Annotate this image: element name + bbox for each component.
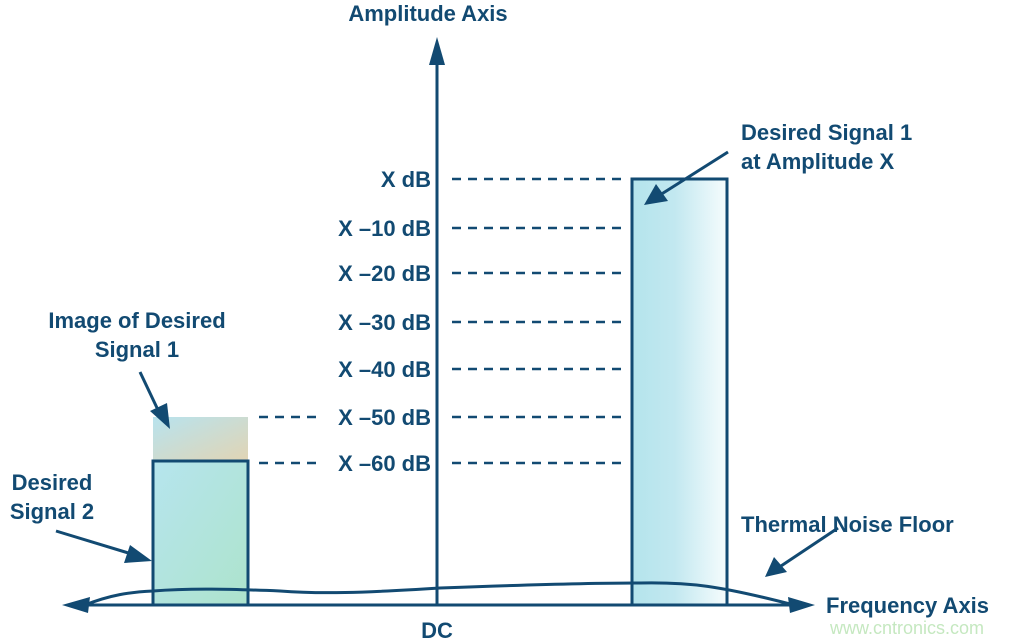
level-lines — [259, 177, 622, 465]
image-pointer-arrowhead-icon — [150, 403, 170, 429]
level-label: X –20 dB — [338, 261, 431, 286]
level-label: X –60 dB — [338, 451, 431, 476]
watermark: www.cntronics.com — [829, 618, 984, 638]
desired-signal-2-bar — [151, 459, 250, 607]
signal1-pointer-arrowhead-icon — [644, 184, 668, 205]
signal2-label-line1: Desired — [12, 470, 93, 495]
signal2-label-line2: Signal 2 — [10, 499, 94, 524]
signal1-pointer-arrow-icon — [659, 150, 729, 197]
level-label: X dB — [381, 167, 431, 192]
desired-signal-1-bar — [630, 177, 729, 607]
dc-label: DC — [421, 618, 453, 640]
signal2-pointer-arrowhead-icon — [124, 545, 152, 563]
signal2-pointer-arrow-icon — [55, 529, 136, 557]
level-label: X –40 dB — [338, 357, 431, 382]
frequency-axis-right-arrow-icon — [788, 597, 815, 613]
level-label: X –50 dB — [338, 405, 431, 430]
amplitude-axis-arrow-icon — [429, 37, 445, 65]
noise-floor-curve — [84, 581, 791, 607]
noise-floor-pointer-arrowhead-icon — [765, 557, 787, 577]
noise-floor-pointer-arrow-icon — [777, 526, 839, 570]
level-label: X –30 dB — [338, 310, 431, 335]
image-label-line2: Signal 1 — [95, 337, 179, 362]
level-label: X –10 dB — [338, 216, 431, 241]
frequency-axis-label: Frequency Axis — [826, 593, 989, 618]
amplitude-axis-label: Amplitude Axis — [348, 1, 507, 26]
image-pointer-arrow-icon — [138, 371, 160, 411]
signal1-label-line1: Desired Signal 1 — [741, 120, 912, 145]
signal1-label-line2: at Amplitude X — [741, 149, 895, 174]
image-label-line1: Image of Desired — [48, 308, 225, 333]
noise-floor-label: Thermal Noise Floor — [741, 512, 954, 537]
frequency-axis-left-arrow-icon — [62, 597, 90, 613]
